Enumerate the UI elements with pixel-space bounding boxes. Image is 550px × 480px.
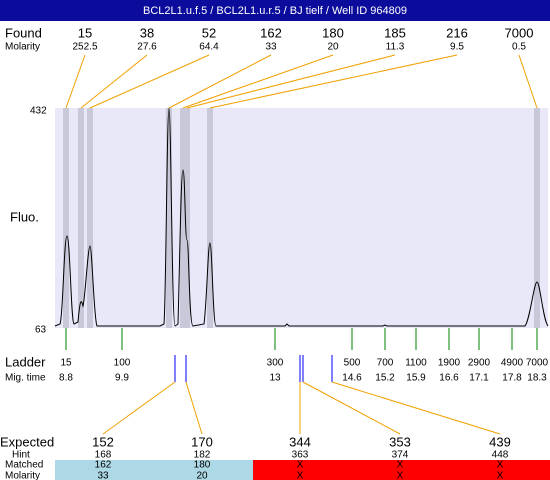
matched: 180 — [194, 460, 211, 471]
ladder-size: 1900 — [438, 358, 461, 369]
ladder-time: 15.9 — [406, 373, 426, 384]
ladder-size: 4900 — [501, 358, 524, 369]
hint: 168 — [95, 450, 112, 461]
found-connector — [186, 54, 396, 109]
fluo-bottom: 63 — [35, 325, 47, 336]
plot-area — [55, 108, 548, 328]
expected-molarity: 20 — [196, 471, 208, 480]
expected-size: 344 — [289, 434, 311, 449]
mig-time-label: Mig. time — [5, 373, 46, 384]
found-size: 216 — [446, 25, 468, 40]
peak-band — [166, 108, 172, 328]
peak-band — [184, 108, 190, 328]
found-connector — [209, 54, 458, 109]
found-connector — [80, 54, 148, 109]
hint: 448 — [492, 450, 509, 461]
ladder-time: 14.6 — [342, 373, 362, 384]
peak-band — [207, 108, 213, 328]
peak-band — [534, 108, 540, 328]
ladder-size: 700 — [377, 358, 394, 369]
found-size: 52 — [202, 25, 216, 40]
ladder-size: 2900 — [468, 358, 491, 369]
matched-band — [55, 460, 253, 480]
matched: X — [297, 460, 304, 471]
expected-connector — [185, 381, 203, 435]
expected-size: 170 — [191, 434, 213, 449]
found-size: 15 — [78, 25, 92, 40]
ladder-size: 15 — [60, 358, 72, 369]
unmatched-band — [253, 460, 550, 480]
peak-band — [180, 108, 186, 328]
expected-connector — [102, 381, 176, 435]
found-molarity: 9.5 — [450, 42, 464, 53]
fluo-label: Fluo. — [10, 209, 39, 224]
ladder-time: 17.1 — [469, 373, 489, 384]
title-bar — [0, 0, 550, 21]
expected-molarity: X — [397, 471, 404, 480]
ladder-time: 17.8 — [502, 373, 522, 384]
matched-label: Matched — [5, 460, 43, 471]
ladder-time: 15.2 — [375, 373, 395, 384]
expected-molarity: 33 — [97, 471, 109, 480]
expected-size: 353 — [389, 434, 411, 449]
found-molarity: 252.5 — [72, 42, 97, 53]
found-connector — [168, 54, 272, 109]
matched: X — [397, 460, 404, 471]
found-size: 162 — [260, 25, 282, 40]
ladder-time: 16.6 — [439, 373, 459, 384]
expected-size: 152 — [92, 434, 114, 449]
found-molarity: 33 — [265, 42, 277, 53]
found-molarity: 20 — [327, 42, 339, 53]
peak-band — [63, 108, 69, 328]
found-molarity: 64.4 — [199, 42, 219, 53]
expected-size: 439 — [489, 434, 511, 449]
expected-label: Expected — [0, 434, 54, 449]
found-connector — [65, 54, 86, 109]
hint: 363 — [292, 450, 309, 461]
fluo-top: 432 — [30, 106, 47, 117]
hint-label: Hint — [12, 450, 30, 461]
trace — [54, 107, 549, 327]
ladder-time: 18.3 — [527, 373, 547, 384]
hint: 182 — [194, 450, 211, 461]
found-molarity: 0.5 — [512, 42, 526, 53]
found-molarity: 11.3 — [386, 42, 405, 53]
found-connector — [518, 54, 538, 109]
molarity-label: Molarity — [5, 42, 40, 53]
ladder-size: 300 — [267, 358, 284, 369]
exp-molarity-label: Molarity — [5, 471, 40, 480]
matched: X — [497, 460, 504, 471]
ladder-time: 9.9 — [115, 373, 129, 384]
ladder-size: 500 — [344, 358, 361, 369]
ladder-size: 7000 — [526, 358, 549, 369]
ladder-size: 1100 — [405, 358, 427, 369]
expected-molarity: X — [297, 471, 304, 480]
ladder-time: 13 — [269, 373, 281, 384]
found-connector — [182, 54, 334, 109]
peak-band — [78, 108, 84, 328]
ladder-size: 100 — [114, 358, 131, 369]
hint: 374 — [392, 450, 409, 461]
found-size: 7000 — [505, 25, 534, 40]
found-size: 185 — [384, 25, 406, 40]
ladder-time: 8.8 — [59, 373, 73, 384]
found-size: 180 — [322, 25, 344, 40]
found-connector — [89, 54, 210, 109]
peak-band — [87, 108, 93, 328]
title: BCL2L1.u.f.5 / BCL2L1.u.r.5 / BJ tielf /… — [143, 5, 407, 17]
ladder-label: Ladder — [5, 354, 46, 369]
found-label: Found — [5, 25, 42, 40]
expected-molarity: X — [497, 471, 504, 480]
found-molarity: 27.6 — [137, 42, 157, 53]
expected-connector — [302, 381, 401, 435]
found-size: 38 — [140, 25, 154, 40]
expected-connector — [331, 381, 501, 435]
matched: 162 — [95, 460, 112, 471]
